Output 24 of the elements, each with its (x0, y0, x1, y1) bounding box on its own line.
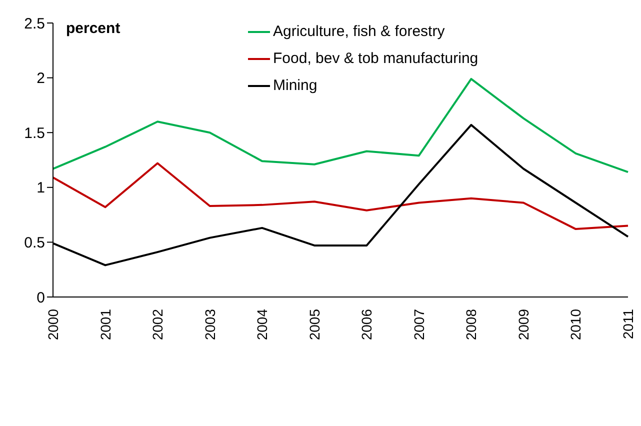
x-tick-label: 2005 (306, 308, 322, 340)
y-tick-label: 0 (36, 289, 45, 306)
y-axis-title: percent (66, 20, 120, 37)
line-series (52, 78, 629, 174)
x-tick-label: 2004 (254, 308, 270, 340)
x-tick-label: 2003 (202, 308, 218, 340)
y-tick-label: 2.5 (24, 15, 45, 32)
x-tick-label: 2009 (515, 308, 532, 340)
x-tick-label: 2000 (45, 308, 61, 340)
legend-label: Food, bev & tob manufacturing (273, 50, 478, 67)
x-tick-label: 2002 (150, 308, 166, 340)
x-tick-label: 2010 (568, 308, 584, 340)
y-tick-label: 0.5 (24, 234, 45, 252)
y-tick-label: 2 (36, 70, 45, 88)
y-tick-label: 1.5 (24, 124, 45, 142)
x-tick-label: 2006 (358, 308, 375, 340)
y-tick-label: 1 (36, 180, 45, 197)
line-series (52, 162, 629, 230)
x-tick-label: 2001 (97, 308, 114, 340)
x-tick-label: 2011 (620, 308, 636, 340)
x-tick-label: 2008 (463, 308, 480, 340)
x-tick-label: 2007 (410, 308, 427, 340)
legend-label: Agriculture, fish & forestry (273, 23, 445, 40)
legend-label: Mining (273, 77, 318, 94)
